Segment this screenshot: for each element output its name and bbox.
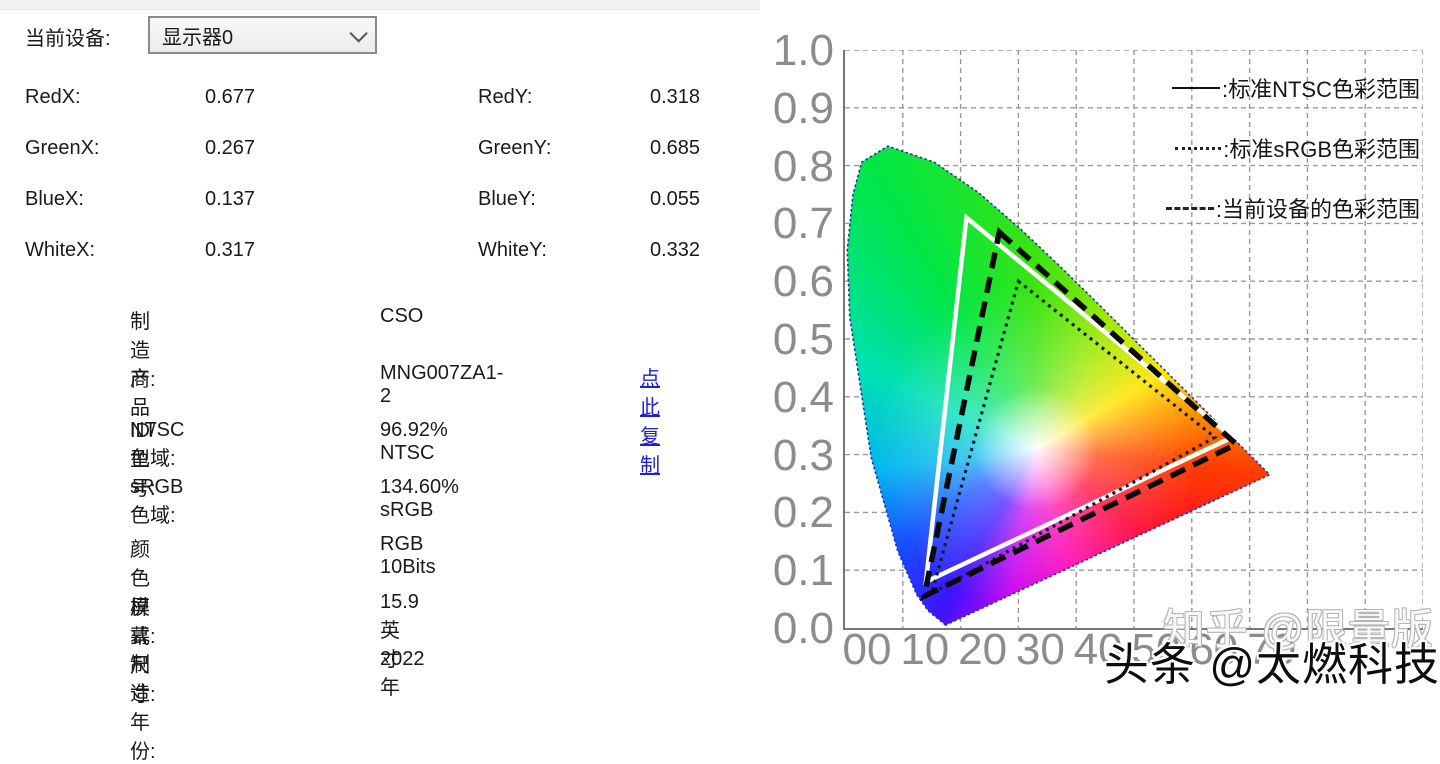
y-tick-label: 0.1 xyxy=(772,546,834,596)
current-device-label: 当前设备: xyxy=(25,28,111,50)
color-mode-label: 颜色模式: xyxy=(130,539,156,648)
chromaticity-chart: 1.0 0.9 0.8 0.7 0.6 0.5 0.4 0.3 0.2 0.1 0.0 00 10 20… xyxy=(760,0,1440,698)
copy-link[interactable]: 点此复制 xyxy=(640,368,660,477)
x-tick-label: 70 xyxy=(1247,625,1297,674)
manufacturer-label: 制造商: xyxy=(130,311,156,391)
y-tick-label: 0.0 xyxy=(772,604,834,653)
dotted-line-icon xyxy=(1175,146,1222,150)
legend-row-ntsc: :标准NTSC色彩范围 xyxy=(1171,72,1420,104)
product-id-label: 产品ID/型号: xyxy=(130,368,156,500)
redx-label: RedX: xyxy=(25,86,81,108)
y-tick-label: 0.4 xyxy=(772,372,834,422)
device-select[interactable]: 显示器0 xyxy=(148,16,377,54)
bluex-label: BlueX: xyxy=(25,188,84,210)
y-tick-label: 0.9 xyxy=(772,83,834,133)
y-tick-label: 0.6 xyxy=(772,257,834,307)
screen-size-value: 15.9英寸 xyxy=(380,591,419,671)
manufacturer-value: CSO xyxy=(380,305,424,327)
ntsc-gamut-label: NTSC色域: xyxy=(130,419,185,470)
y-tick-label: 0.5 xyxy=(772,315,834,364)
color-mode-value: RGB 10Bits xyxy=(380,533,436,578)
window-top-strip xyxy=(0,0,1440,10)
manufacture-year-value: 2022年 xyxy=(380,648,425,699)
redy-label: RedY: xyxy=(478,86,533,108)
y-tick-label: 0.7 xyxy=(772,199,834,249)
greenx-value: 0.267 xyxy=(205,137,256,159)
redy-value: 0.318 xyxy=(650,86,701,108)
x-tick-label: 20 xyxy=(958,625,1008,674)
solid-line-icon xyxy=(1171,87,1220,89)
device-select-value: 显示器0 xyxy=(162,26,234,49)
plot-area xyxy=(843,50,1423,630)
manufacture-year-label: 制造年份: xyxy=(130,654,156,763)
legend-row-device: :当前设备的色彩范围 xyxy=(1165,192,1420,224)
bluex-value: 0.137 xyxy=(205,188,256,210)
x-tick-label: 30 xyxy=(1015,625,1065,674)
greenx-label: GreenX: xyxy=(25,137,100,159)
x-tick-label: 50 xyxy=(1131,625,1181,674)
bluey-label: BlueY: xyxy=(478,188,536,210)
y-tick-label: 0.2 xyxy=(772,488,834,538)
y-tick-label: 0.8 xyxy=(772,141,834,191)
whitey-label: WhiteY: xyxy=(478,239,547,261)
x-tick-label: 10 xyxy=(900,625,950,674)
legend-device-label: :当前设备的色彩范围 xyxy=(1215,197,1420,222)
dashed-line-icon xyxy=(1165,206,1214,210)
y-tick-label: 1.0 xyxy=(772,26,834,75)
srgb-gamut-label: sRGB色域: xyxy=(130,476,184,527)
y-tick-label: 0.3 xyxy=(772,430,834,480)
whitex-value: 0.317 xyxy=(205,239,256,261)
x-tick-label: 00 xyxy=(842,625,892,674)
ntsc-gamut-value: 96.92% NTSC xyxy=(380,419,448,464)
gamut-triangles xyxy=(846,145,1272,627)
chevron-down-icon xyxy=(349,23,368,43)
greeny-label: GreenY: xyxy=(478,137,552,159)
x-tick-label: 60 xyxy=(1189,625,1239,674)
greeny-value: 0.685 xyxy=(650,137,701,159)
redx-value: 0.677 xyxy=(205,86,256,108)
legend-row-srgb: :标准sRGB色彩范围 xyxy=(1175,132,1420,164)
legend-srgb-label: :标准sRGB色彩范围 xyxy=(1223,137,1420,162)
product-id-value: MNG007ZA1-2 xyxy=(380,362,504,407)
x-tick-label: 40 xyxy=(1073,625,1123,674)
srgb-gamut-value: 134.60% sRGB xyxy=(380,476,459,521)
whitex-label: WhiteX: xyxy=(25,239,96,261)
whitey-value: 0.332 xyxy=(650,239,701,261)
legend-ntsc-label: :标准NTSC色彩范围 xyxy=(1221,77,1420,102)
bluey-value: 0.055 xyxy=(650,188,701,210)
